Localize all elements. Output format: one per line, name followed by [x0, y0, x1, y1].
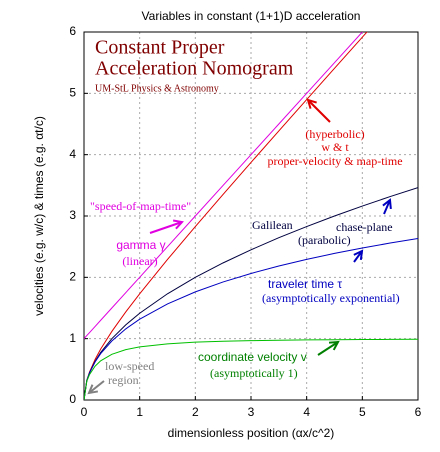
- annotation: (hyperbolic): [305, 127, 364, 141]
- series-line: [84, 237, 418, 400]
- y-tick-label: 6: [69, 24, 76, 38]
- plot-frame: [83, 31, 419, 401]
- x-tick-label: 5: [359, 405, 366, 419]
- arrow-head: [382, 198, 392, 210]
- annotation: low-speed: [105, 359, 154, 373]
- arrow-head: [353, 249, 364, 261]
- x-tick-label: 2: [192, 405, 199, 419]
- arrow-head: [172, 219, 184, 230]
- annotation: chase-plane: [336, 220, 393, 234]
- annotation: traveler time τ: [268, 277, 342, 291]
- annotation: (parabolic): [298, 233, 351, 247]
- y-tick-label: 4: [69, 147, 76, 161]
- x-tick-label: 3: [248, 405, 255, 419]
- annotation: (linear): [122, 254, 157, 268]
- series-group: [84, 32, 418, 400]
- x-tick-label: 0: [81, 405, 88, 419]
- arrow-head: [328, 340, 340, 351]
- x-tick-label: 4: [303, 405, 310, 419]
- y-tick-label: 5: [69, 86, 76, 100]
- annotation: UM-StL Physics & Astronomy: [95, 83, 219, 94]
- x-tick-label: 6: [415, 405, 422, 419]
- y-tick-label: 0: [69, 392, 76, 406]
- arrow: [307, 99, 331, 123]
- annotation: (asymptotically exponential): [262, 291, 400, 305]
- arrow-head: [306, 98, 317, 109]
- series-line: [84, 32, 364, 340]
- annotation: Acceleration Nomogram: [95, 58, 294, 80]
- arrow: [149, 221, 183, 234]
- series-line: [84, 338, 418, 400]
- chart-title: Variables in constant (1+1)D acceleratio…: [142, 9, 361, 23]
- y-axis-label: velocities (e.g. w/c) & times (e.g. αt/c…: [32, 116, 46, 316]
- x-tick-label: 1: [136, 405, 143, 419]
- arrow: [88, 380, 105, 394]
- annotation: region: [108, 373, 139, 387]
- arrow: [353, 250, 363, 263]
- annotation: "speed-of-map-time": [90, 199, 191, 213]
- annotation: proper-velocity & map-time: [267, 154, 402, 168]
- annotation: w & t: [321, 140, 349, 154]
- arrow: [317, 341, 339, 356]
- arrow-head: [87, 384, 99, 395]
- y-tick-label: 2: [69, 270, 76, 284]
- annotation: Galilean: [252, 218, 293, 232]
- series-line: [84, 32, 368, 400]
- arrow: [383, 199, 391, 215]
- annotation: gamma γ: [116, 238, 165, 252]
- x-axis-label: dimensionless position (αx/c^2): [168, 426, 335, 440]
- y-tick-label: 3: [69, 208, 76, 222]
- annotation: Constant Proper: [95, 37, 225, 59]
- annotation: coordinate velocity v: [198, 350, 307, 364]
- y-tick-label: 1: [69, 331, 76, 345]
- annotation: (asymptotically 1): [210, 366, 298, 380]
